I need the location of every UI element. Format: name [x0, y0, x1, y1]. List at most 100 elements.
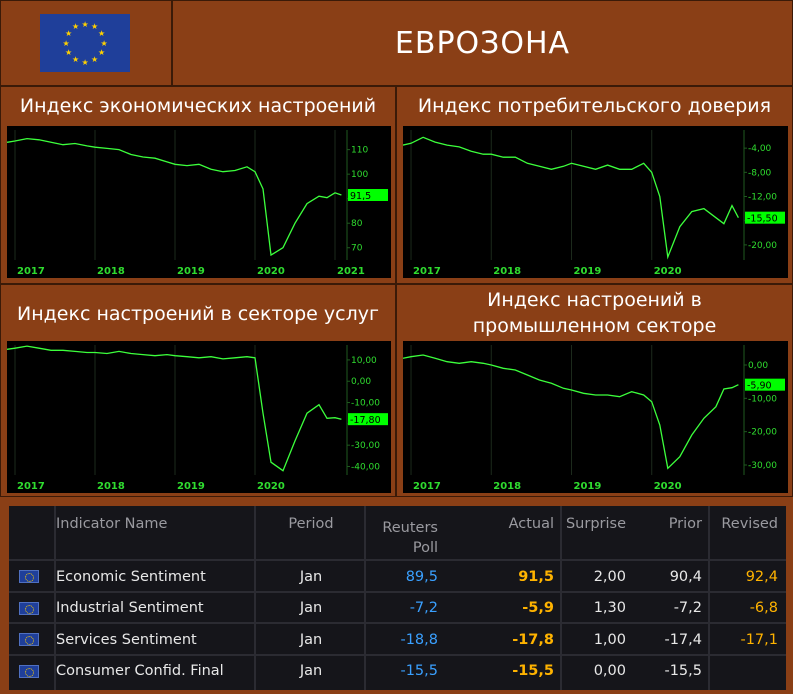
flag-star-icon: ★	[72, 22, 80, 32]
series-line	[7, 137, 342, 257]
revised-cell: -6,8	[749, 600, 778, 616]
prior-cell: -7,2	[673, 600, 702, 616]
table-row[interactable]: Industrial Sentiment Jan -7,2 -5,9 1,30 -7,2 -…	[9, 593, 786, 624]
header-prior: Prior	[668, 516, 702, 532]
chart-title: Индекс потребительского доверия	[417, 95, 772, 117]
row-divider	[9, 559, 786, 561]
surprise-cell: 2,00	[593, 568, 626, 585]
last-value-label: -15,50	[747, 214, 778, 225]
indicator-name: Industrial Sentiment	[56, 600, 204, 616]
header-poll-line2: Poll	[412, 540, 438, 556]
last-value-label: -17,80	[350, 415, 381, 426]
surprise-cell: 1,00	[593, 631, 626, 648]
period-cell: Jan	[299, 600, 323, 616]
flag-star-icon: ★	[65, 48, 73, 57]
flag-star-icon: ★	[81, 19, 89, 29]
header-poll-line1: Reuters	[382, 520, 438, 536]
actual-cell: 91,5	[518, 568, 554, 585]
chart-title: Индекс настроений в секторе услуг	[17, 303, 379, 325]
flag-cell: ★ ★ ★ ★ ★ ★ ★ ★ ★ ★ ★ ★	[0, 0, 172, 86]
eu-flag-icon: ★ ★ ★ ★ ★ ★ ★ ★ ★ ★ ★ ★	[40, 14, 130, 72]
table-row[interactable]: Services Sentiment Jan -18,8 -17,8 1,00 -17,4…	[9, 624, 786, 655]
actual-cell: -5,9	[522, 600, 554, 616]
flag-star-icon: ★	[72, 54, 80, 64]
x-tick-label: 2017	[413, 481, 441, 492]
flag-star-icon: ★	[65, 29, 73, 38]
series-line	[7, 345, 342, 472]
flag-cell	[9, 624, 54, 655]
y-tick-label: -12,00	[748, 193, 777, 203]
chart-title: Индекс экономических настроений	[19, 95, 377, 117]
prior-cell: 90,4	[669, 568, 702, 585]
column-divider	[708, 506, 710, 690]
revised-cell: 92,4	[745, 568, 778, 585]
flag-cell	[9, 593, 54, 624]
column-divider	[560, 506, 562, 690]
header-revised: Revised	[721, 516, 778, 532]
y-tick-label: -40,00	[351, 462, 380, 472]
period-cell: Jan	[299, 568, 323, 585]
prior-cell: -17,4	[664, 631, 702, 648]
y-tick-label: 0,00	[748, 361, 768, 371]
header-period: Period	[288, 516, 334, 532]
x-tick-label: 2020	[257, 481, 285, 492]
x-tick-label: 2019	[177, 481, 205, 492]
last-value-box	[348, 413, 388, 426]
x-tick-label: 2018	[97, 481, 125, 492]
eu-flag-icon	[19, 601, 39, 615]
surprise-cell: 0,00	[593, 663, 626, 679]
last-value-box	[745, 211, 785, 224]
period-cell: Jan	[299, 631, 323, 648]
chart-panel-industrial: Индекс настроений в промышленном секторе…	[396, 284, 793, 497]
row-divider	[9, 590, 786, 593]
y-tick-label: -30,00	[748, 461, 777, 471]
y-tick-label: 70	[351, 244, 363, 254]
x-tick-label: 2018	[97, 266, 125, 277]
flag-star-icon: ★	[97, 48, 106, 57]
chart-title: Индекс настроений в промышленном секторе	[472, 289, 717, 337]
x-tick-label: 2019	[573, 481, 601, 492]
indicator-name: Economic Sentiment	[56, 568, 206, 585]
flag-star-icon: ★	[100, 38, 108, 48]
actual-cell: -15,5	[512, 663, 554, 679]
y-tick-label: -4,00	[748, 144, 772, 154]
x-tick-label: 2020	[654, 481, 682, 492]
flag-star-icon: ★	[97, 29, 106, 38]
header-actual: Actual	[508, 516, 554, 532]
last-value-box	[745, 378, 785, 391]
chart-panel-consumer: Индекс потребительского доверия -4,00 -8,…	[396, 86, 793, 284]
period-cell: Jan	[299, 663, 323, 679]
table-row[interactable]: Economic Sentiment Jan 89,5 91,5 2,00 90,4 92,…	[9, 561, 786, 592]
consumer-confidence-chart: -4,00 -8,00 -12,00 -20,00 2017 2018 2019 2020 -1…	[403, 126, 788, 278]
indicator-table: Indicator Name Period Reuters Poll Actua…	[9, 506, 786, 690]
y-tick-label: 10,00	[351, 356, 377, 366]
eu-flag-icon	[19, 664, 39, 678]
economic-sentiment-chart: 70 80 100 110 2017 2018 2019 2020 2021 91,5	[7, 126, 391, 278]
poll-cell: -18,8	[400, 631, 438, 648]
indicator-name: Consumer Confid. Final	[56, 663, 224, 679]
series-line	[403, 136, 739, 260]
header-reuters-poll: Reuters Poll	[366, 506, 446, 558]
last-value-label: -5,90	[747, 381, 772, 392]
y-tick-label: 80	[351, 219, 363, 229]
x-tick-label: 2017	[413, 266, 441, 277]
row-divider	[9, 622, 786, 624]
table-row[interactable]: Consumer Confid. Final Jan -15,5 -15,5 0,00 -…	[9, 656, 786, 687]
x-tick-label: 2019	[573, 266, 601, 277]
poll-cell: -15,5	[400, 663, 438, 679]
table-header-row: Indicator Name Period Reuters Poll Actua…	[9, 506, 786, 558]
prior-cell: -15,5	[664, 663, 702, 679]
column-divider	[254, 506, 256, 690]
x-tick-label: 2018	[493, 481, 521, 492]
flag-cell	[9, 561, 54, 592]
flag-star-icon: ★	[81, 57, 89, 67]
column-divider	[54, 506, 56, 690]
y-tick-label: 110	[351, 146, 368, 156]
chart-panel-economic: Индекс экономических настроений 70 80 100 1…	[0, 86, 396, 284]
last-value-box	[348, 189, 388, 201]
x-tick-label: 2019	[177, 266, 205, 277]
y-tick-label: -20,00	[748, 241, 777, 251]
x-tick-label: 2017	[17, 266, 45, 277]
x-tick-label: 2021	[337, 266, 365, 277]
y-tick-label: -8,00	[748, 168, 772, 178]
